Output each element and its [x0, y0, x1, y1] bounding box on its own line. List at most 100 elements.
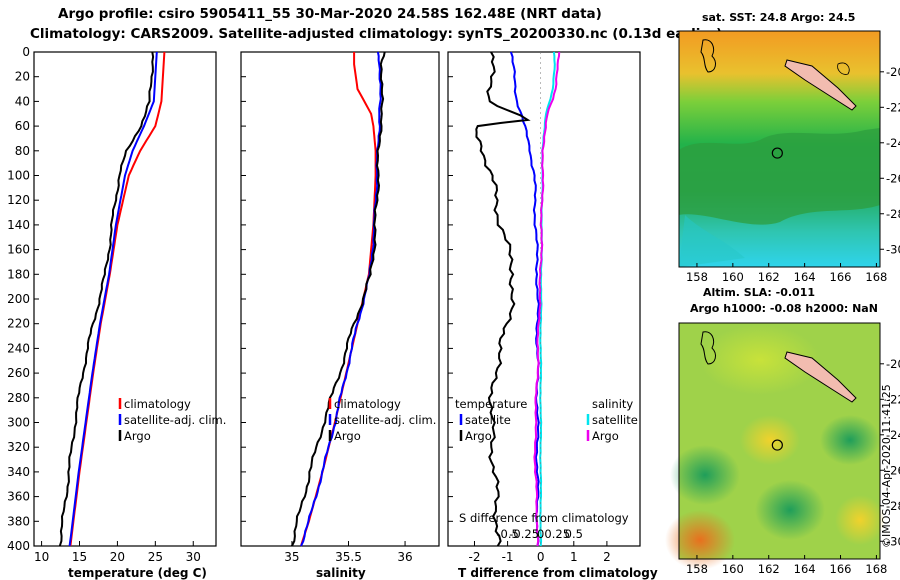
temperature-satellite-line	[68, 51, 158, 547]
x-tick-label: 10	[34, 550, 49, 564]
map-lat-label: -30	[886, 242, 900, 256]
map-lon-label: 164	[794, 562, 816, 576]
sst-map: 158 160 162 164 166 168 -20 -22 -24 -26 -28 -30	[678, 30, 900, 284]
header-line-2: Climatology: CARS2009. Satellite-adjuste…	[30, 26, 723, 42]
sla-green-patch	[670, 445, 740, 505]
temperature-xlabel: temperature (deg C)	[68, 566, 207, 580]
sst-map-title: sat. SST: 24.8 Argo: 24.5	[702, 11, 856, 24]
difference-chart: -2 -1 0 1 2 temperature satellite Argo salinity s…	[448, 51, 638, 564]
temperature-climatology-line	[69, 51, 166, 547]
salinity-argo-line	[291, 51, 386, 547]
legend-label: climatology	[124, 397, 191, 411]
salinity-difference-tick-label: 0	[537, 527, 544, 541]
depth-tick-label: 20	[15, 70, 30, 84]
salinity-plot-frame	[240, 51, 440, 547]
new-caledonia-island	[784, 59, 857, 111]
legend-label: Argo	[334, 429, 361, 443]
map-lon-label: 158	[686, 562, 708, 576]
salinity-difference-tick-label: -0.25	[509, 527, 539, 541]
depth-tick-label: 280	[7, 391, 30, 405]
temperature-chart: 0 20 40 60 80 100 120 140 160 180 200 220 240 260 280 3…	[7, 45, 226, 564]
sla-map-frame	[678, 322, 881, 560]
map-lat-label: -24	[886, 428, 900, 442]
salinity-chart: 35 35.5 36 climatology satellite-adj. clim. A…	[241, 51, 436, 564]
depth-tick-label: 200	[7, 292, 30, 306]
depth-tick-label: 60	[15, 119, 30, 133]
salinity-xlabel: salinity	[316, 566, 366, 580]
depth-tick-label: 0	[22, 45, 30, 59]
legend-label: satellite-adj. clim.	[124, 413, 226, 427]
sla-map-title: Altim. SLA: -0.011	[703, 286, 816, 299]
map-lat-label: -30	[886, 534, 900, 548]
map-lon-label: 162	[758, 270, 780, 284]
sst-coast-contour	[700, 39, 716, 73]
sst-cyan-patch	[679, 215, 745, 267]
map-lat-label: -20	[886, 357, 900, 371]
sla-map: 158 160 162 164 166 168 -20 -22 -24 -26 -28 -30	[665, 322, 900, 576]
map-lat-label: -24	[886, 136, 900, 150]
legend-salinity-title: salinity	[592, 397, 633, 411]
depth-tick-label: 400	[7, 539, 30, 553]
sst-cool-tongue	[679, 128, 880, 225]
depth-tick-label: 160	[7, 243, 30, 257]
depth-tick-label: 320	[7, 440, 30, 454]
salinity-difference-tick-label: -0.5	[496, 527, 518, 541]
x-tick-label: 0	[537, 550, 545, 564]
depth-tick-label: 240	[7, 341, 30, 355]
depth-tick-label: 340	[7, 465, 30, 479]
map-lon-label: 160	[722, 270, 744, 284]
x-tick-label: 36	[397, 550, 412, 564]
depth-tick-label: 40	[15, 94, 30, 108]
map-lat-label: -22	[886, 100, 900, 114]
salinity-difference-tick-label: 0.5	[565, 527, 583, 541]
map-lon-label: 166	[830, 562, 852, 576]
sst-reef-contour	[837, 62, 850, 75]
difference-salinity-satellite-line	[539, 51, 556, 547]
legend-label: Argo	[592, 429, 619, 443]
map-lon-label: 168	[865, 562, 887, 576]
depth-tick-label: 100	[7, 169, 30, 183]
x-tick-label: 1	[570, 550, 578, 564]
map-lat-label: -28	[886, 499, 900, 513]
difference-salinity-argo-line	[533, 51, 561, 547]
legend-temperature-title: temperature	[455, 397, 527, 411]
map-lon-label: 160	[722, 562, 744, 576]
temperature-plot-frame	[33, 51, 217, 547]
map-lon-label: 158	[686, 270, 708, 284]
map-lat-label: -28	[886, 207, 900, 221]
map-lat-label: -26	[886, 463, 900, 477]
map-lat-label: -22	[886, 392, 900, 406]
x-tick-label: 35	[284, 550, 299, 564]
sst-profile-marker	[771, 147, 783, 159]
depth-tick-label: 360	[7, 490, 30, 504]
sla-coast-contour	[700, 331, 716, 365]
x-tick-label: 35.5	[335, 550, 362, 564]
legend-label: satellite	[592, 413, 638, 427]
depth-tick-label: 180	[7, 267, 30, 281]
difference-temperature-argo-line	[475, 51, 531, 547]
depth-tick-label: 300	[7, 416, 30, 430]
difference-xlabel: T difference from climatology	[458, 566, 658, 580]
temperature-argo-line	[58, 51, 155, 547]
sla-yellow-patch	[835, 495, 885, 545]
map-lat-label: -26	[886, 171, 900, 185]
map-lon-label: 162	[758, 562, 780, 576]
sst-map-axes: 158 160 162 164 166 168 -20 -22 -24 -26 -28 -30	[686, 65, 900, 284]
map-lon-label: 168	[865, 270, 887, 284]
depth-tick-label: 380	[7, 514, 30, 528]
header-line-1: Argo profile: csiro 5905411_55 30-Mar-20…	[58, 6, 602, 22]
x-tick-label: 25	[148, 550, 163, 564]
salinity-satellite-line	[300, 51, 382, 547]
x-tick-label: 20	[110, 550, 125, 564]
sla-green-patch	[820, 415, 880, 465]
difference-temperature-satellite-line	[509, 51, 540, 547]
map-lon-label: 166	[830, 270, 852, 284]
x-tick-label: 15	[72, 550, 87, 564]
x-tick-label: -1	[502, 550, 514, 564]
depth-tick-label: 140	[7, 218, 30, 232]
sla-map-axes: 158 160 162 164 166 168 -20 -22 -24 -26 -28 -30	[686, 357, 900, 576]
legend-label: climatology	[334, 397, 401, 411]
sla-yellow-patch	[700, 325, 820, 395]
depth-tick-label: 120	[7, 193, 30, 207]
